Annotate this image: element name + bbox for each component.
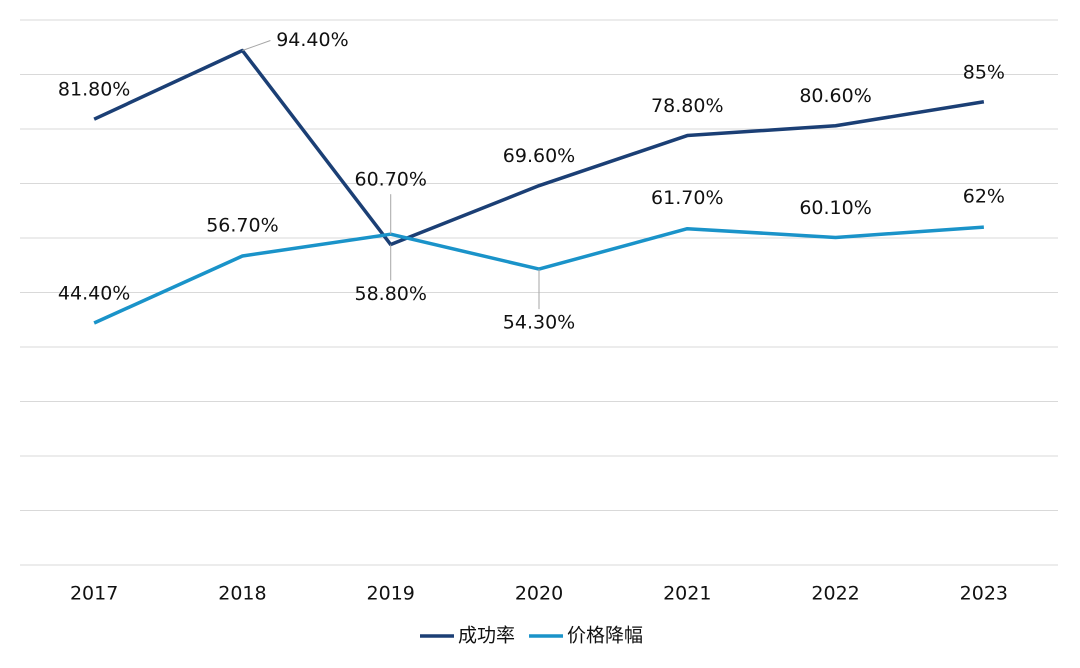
x-tick-label: 2017 <box>70 583 118 605</box>
legend-label: 价格降幅 <box>567 625 643 647</box>
data-label: 62% <box>963 186 1005 208</box>
x-tick-label: 2019 <box>367 583 415 605</box>
data-label: 81.80% <box>58 79 130 101</box>
data-label: 56.70% <box>206 214 278 236</box>
data-label: 78.80% <box>651 95 723 117</box>
data-label: 58.80% <box>354 283 426 305</box>
x-tick-label: 2020 <box>515 583 563 605</box>
data-label: 69.60% <box>503 145 575 167</box>
data-label: 60.70% <box>354 169 426 191</box>
data-label: 80.60% <box>799 85 871 107</box>
x-tick-label: 2022 <box>811 583 859 605</box>
x-tick-label: 2021 <box>663 583 711 605</box>
data-label: 61.70% <box>651 187 723 209</box>
x-tick-label: 2018 <box>218 583 266 605</box>
data-label: 54.30% <box>503 312 575 334</box>
data-label: 94.40% <box>276 29 348 51</box>
leader-line <box>242 40 271 51</box>
data-label: 44.40% <box>58 283 130 305</box>
legend-label: 成功率 <box>458 625 515 647</box>
data-label: 60.10% <box>799 197 871 219</box>
x-tick-label: 2023 <box>960 583 1008 605</box>
data-label: 85% <box>963 61 1005 83</box>
